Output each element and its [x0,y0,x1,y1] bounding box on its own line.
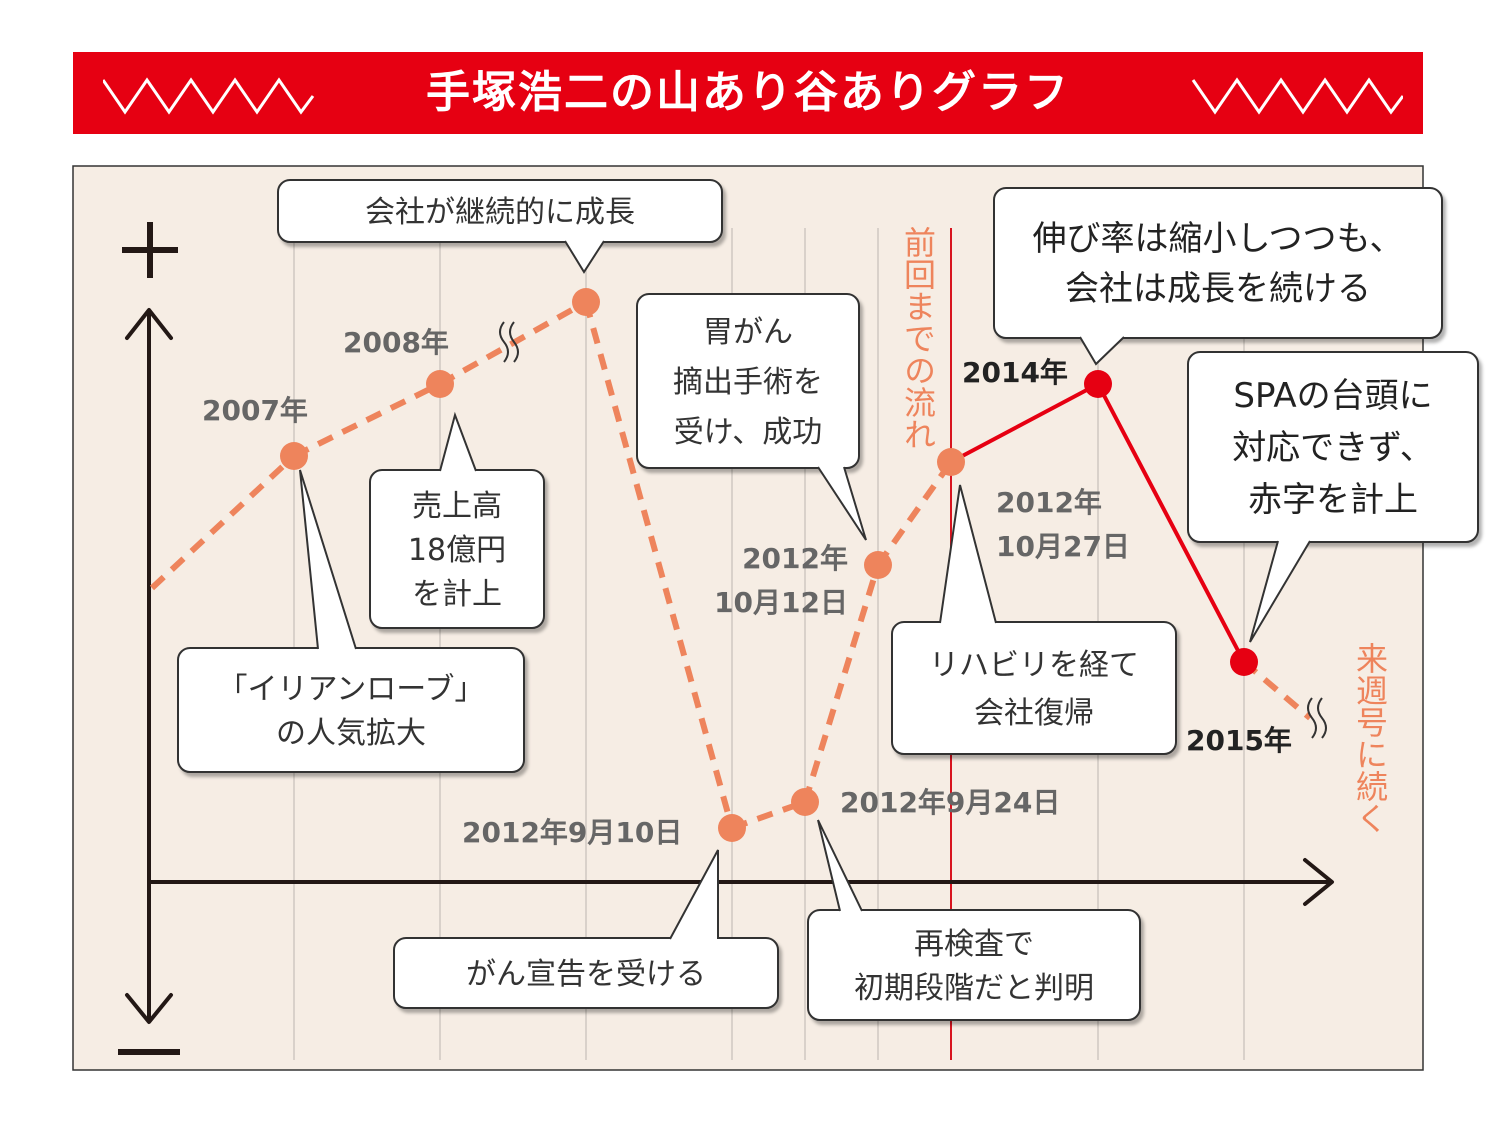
point-label-2014: 2014年 [962,356,1068,389]
continuation-label: 来週号に続く [1351,642,1389,834]
data-point-6 [864,551,892,579]
callout-sales-line-2: を計上 [412,577,502,612]
series-segment-6 [875,460,954,567]
point-label-2012-09-10: 2012年9月10日 [462,816,682,849]
break-mark-2008 [499,321,519,363]
callout-spa-line-1: 対応できず、 [1232,428,1434,468]
callout-sales-line-0: 売上高 [412,489,502,524]
callout-spa-box [1187,351,1479,543]
series-segment-1 [292,381,442,459]
series-segment-0 [149,453,297,591]
series-segment-3 [583,301,735,829]
series-segment-8 [1096,383,1246,663]
data-point-4 [718,814,746,842]
callout-stomach-line-0: 胃がん [703,315,793,350]
point-label-2012-10-27-date: 10月27日 [996,530,1130,563]
callout-spa-line-0: SPAの台頭に [1233,376,1432,416]
callout-popularity-box [177,647,525,773]
left-zigzag-ornament [103,77,315,115]
data-point-2 [426,370,454,398]
callout-popularity: 「イリアンローブ」の人気拡大 [177,469,525,773]
series-lines [149,299,1312,831]
callout-sales-tail [440,415,476,471]
point-labels: 2007年 2008年 2012年9月10日 2012年9月24日 2012年 10月12… [202,326,1292,849]
point-label-2012-10-27-year: 2012年 [996,486,1102,519]
callouts: 会社が継続的に成長売上高18億円を計上「イリアンローブ」の人気拡大胃がん摘出手術… [177,179,1479,1021]
callout-rehab-tail [940,485,996,623]
callout-cancer-line-0: がん宣告を受ける [466,957,706,992]
callout-recheck-line-1: 初期段階だと判明 [854,971,1094,1006]
data-point-7 [937,448,965,476]
callout-rehab-box [891,621,1177,755]
callout-slowing-box [993,187,1443,339]
break-marks [499,321,1327,739]
callout-growth-box [277,179,723,243]
point-label-2008: 2008年 [343,326,449,359]
y-axis-up-arrow [125,308,173,340]
callout-rehab-line-1: 会社復帰 [974,696,1094,731]
point-label-2012-09-24: 2012年9月24日 [840,786,1060,819]
callout-popularity-line-1: の人気拡大 [276,716,426,751]
callout-recheck-line-0: 再検査で [914,927,1034,962]
callout-popularity-line-0: 「イリアンローブ」 [218,672,485,707]
callout-cancer: がん宣告を受ける [393,849,779,1009]
callout-stomach-line-1: 摘出手術を [673,365,823,400]
chart-title: 手塚浩二の山あり谷ありグラフ [426,67,1070,118]
data-point-5 [791,788,819,816]
series-segment-5 [802,564,881,803]
data-point-8 [1084,370,1112,398]
point-label-2015: 2015年 [1186,724,1292,757]
callout-growth-tail [565,241,604,272]
divider-label: 前回までの流れ [899,226,937,450]
callout-stomach-line-2: 受け、成功 [674,415,823,450]
y-axis-down-arrow [125,993,173,1024]
title-banner: 手塚浩二の山あり谷ありグラフ [73,52,1423,134]
callout-slowing-tail [1080,337,1124,364]
point-label-2007: 2007年 [202,394,308,427]
callout-growth-line-0: 会社が継続的に成長 [365,195,635,230]
series-segment-2 [438,299,588,387]
x-axis-arrow [1303,858,1334,906]
data-point-3 [572,288,600,316]
break-mark-2015 [1307,697,1327,739]
data-point-1 [280,442,308,470]
callout-slowing-line-1: 会社は成長を続ける [1065,269,1371,309]
callout-stomach-box [636,293,860,469]
right-zigzag-ornament [1191,77,1403,115]
data-point-9 [1230,648,1258,676]
point-label-2012-10-12-year: 2012年 [742,542,848,575]
callout-spa-line-2: 赤字を計上 [1248,480,1418,520]
callout-cancer-box [393,937,779,1009]
axes [125,308,1334,1024]
callout-slowing: 伸び率は縮小しつつも、会社は成長を続ける [993,187,1443,366]
callout-growth: 会社が継続的に成長 [277,179,723,274]
series-segment-9 [1242,659,1312,721]
series-points [280,288,1258,842]
callout-rehab-line-0: リハビリを経て [929,648,1139,683]
callout-sales-line-1: 18億円 [408,533,506,568]
callout-slowing-line-0: 伸び率は縮小しつつも、 [1033,219,1404,259]
series-segment-7 [950,382,1099,464]
plus-sign [122,222,178,278]
callout-recheck-box [807,909,1141,1021]
point-label-2012-10-12-date: 10月12日 [714,586,848,619]
